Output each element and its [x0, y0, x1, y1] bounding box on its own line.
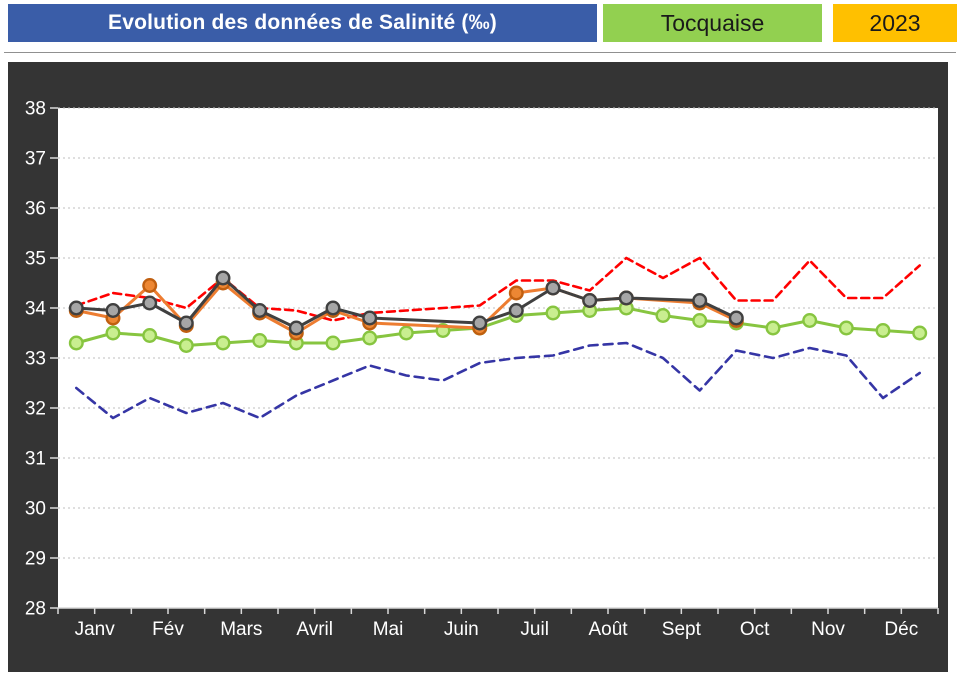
data-point-green-solid: [398, 325, 414, 341]
data-point-green-solid: [912, 325, 928, 341]
data-point-green-solid: [655, 307, 671, 323]
svg-text:36: 36: [25, 199, 46, 220]
x-axis-label: Juil: [520, 619, 549, 640]
svg-text:31: 31: [25, 449, 46, 470]
year-label: 2023: [869, 9, 921, 36]
data-point-gray-solid: [252, 302, 268, 318]
data-point-gray-solid: [68, 300, 84, 316]
x-axis-label: Mars: [220, 619, 262, 640]
data-point-green-solid: [692, 312, 708, 328]
x-axis-label: Avril: [296, 619, 333, 640]
salinity-chart: 28 29 30 31 32 33 34 35 36 37 38 Janv Fév Mars Avril Ma…: [25, 99, 939, 640]
data-point-gray-solid: [472, 315, 488, 331]
x-axis-label: Juin: [444, 619, 479, 640]
station-label: Tocquaise: [660, 9, 765, 36]
svg-text:32: 32: [25, 399, 46, 420]
data-point-green-solid: [545, 305, 561, 321]
divider-line: [4, 52, 956, 53]
chart-title-box: Evolution des données de Salinité (‰): [8, 4, 597, 42]
x-axis-label: Août: [588, 619, 628, 640]
x-axis-label: Sept: [662, 619, 702, 640]
data-point-green-solid: [765, 320, 781, 336]
x-axis-label: Oct: [740, 619, 770, 640]
year-box: 2023: [833, 4, 957, 42]
svg-text:34: 34: [25, 299, 47, 320]
series-navy-dashed: [75, 341, 921, 420]
svg-text:33: 33: [25, 349, 46, 370]
data-point-green-solid: [215, 335, 231, 351]
data-point-gray-solid: [508, 302, 524, 318]
x-axis: Janv Fév Mars Avril Mai Juin Juil Août Sept Oct No…: [57, 607, 939, 640]
svg-text:38: 38: [25, 99, 46, 120]
data-point-green-solid: [875, 323, 891, 339]
data-point-green-solid: [362, 330, 378, 346]
x-axis-label: Fév: [152, 619, 184, 640]
series-red-dashed: [75, 256, 921, 322]
data-point-orange-solid: [142, 277, 158, 293]
x-axis-label: Janv: [75, 619, 116, 640]
svg-text:28: 28: [25, 599, 46, 620]
data-point-green-solid: [142, 328, 158, 344]
data-point-gray-solid: [545, 280, 561, 296]
data-point-gray-solid: [105, 302, 121, 318]
data-point-orange-solid: [508, 285, 524, 301]
data-point-gray-solid: [288, 320, 304, 336]
x-axis-label: Mai: [373, 619, 404, 640]
page-title: Evolution des données de Salinité (‰): [108, 11, 497, 34]
x-axis-label: Déc: [884, 619, 918, 640]
data-point-green-solid: [252, 333, 268, 349]
chart-panel: 28 29 30 31 32 33 34 35 36 37 38 Janv Fév Mars Avril Ma…: [8, 62, 948, 672]
svg-text:37: 37: [25, 149, 46, 170]
svg-text:29: 29: [25, 549, 46, 570]
data-point-gray-solid: [362, 310, 378, 326]
data-point-gray-solid: [215, 270, 231, 286]
svg-text:30: 30: [25, 499, 46, 520]
data-point-green-solid: [68, 335, 84, 351]
y-axis-labels: 28 29 30 31 32 33 34 35 36 37 38: [25, 99, 58, 620]
data-point-gray-solid: [142, 295, 158, 311]
x-axis-label: Nov: [811, 619, 845, 640]
data-point-green-solid: [802, 312, 818, 328]
data-point-gray-solid: [618, 290, 634, 306]
title-bar: Evolution des données de Salinité (‰) To…: [0, 4, 960, 42]
data-point-gray-solid: [582, 292, 598, 308]
data-point-gray-solid: [728, 310, 744, 326]
svg-text:35: 35: [25, 249, 46, 270]
data-point-green-solid: [325, 335, 341, 351]
data-point-green-solid: [838, 320, 854, 336]
data-point-green-solid: [178, 338, 194, 354]
data-point-gray-solid: [325, 300, 341, 316]
series-gray-solid: [68, 270, 744, 336]
data-point-green-solid: [105, 325, 121, 341]
station-box: Tocquaise: [603, 4, 822, 42]
data-point-gray-solid: [692, 292, 708, 308]
data-point-gray-solid: [178, 315, 194, 331]
